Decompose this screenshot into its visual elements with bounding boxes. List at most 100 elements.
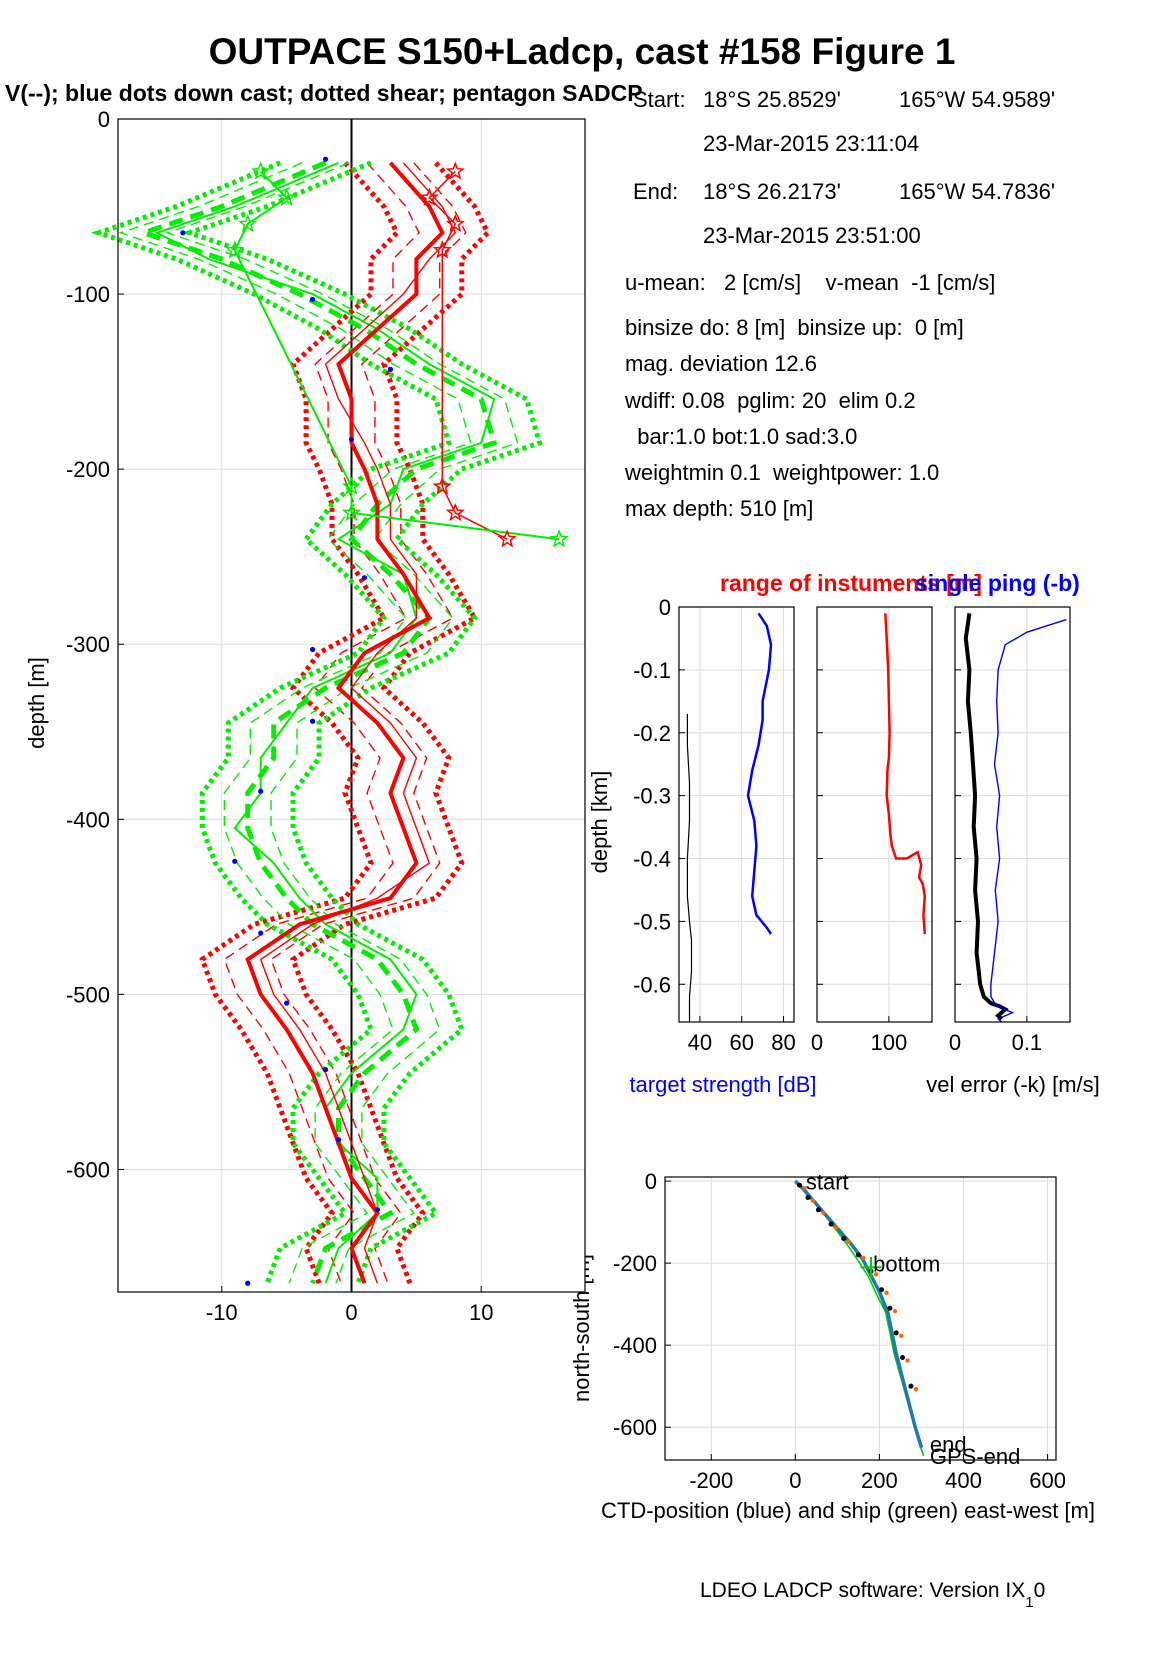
sadcp-u-marker bbox=[445, 161, 465, 180]
tick-label-y: 0 bbox=[98, 107, 110, 132]
sadcp-v-marker bbox=[225, 240, 245, 259]
tick-label-y: -0.3 bbox=[633, 784, 671, 809]
tick-label-y: -0.4 bbox=[633, 847, 671, 872]
tick-label-x: 60 bbox=[729, 1030, 753, 1055]
sadcp-u-marker bbox=[432, 240, 452, 259]
vel-error-axes: 0 0.1 bbox=[949, 606, 1071, 1055]
downcast-dot bbox=[387, 366, 394, 372]
downcast-dot bbox=[258, 930, 264, 936]
u-profile-line bbox=[245, 161, 445, 1284]
downcast-dot bbox=[232, 858, 238, 864]
sadcp-v-marker bbox=[341, 476, 362, 495]
u-downcast-line bbox=[259, 162, 457, 1284]
ts-xlabel: target strength [dB] bbox=[629, 1072, 816, 1097]
sadcp-u-marker bbox=[419, 187, 439, 206]
figure-subtitle: V(--); blue dots down cast; dotted shear… bbox=[5, 80, 643, 106]
target-strength-series-line bbox=[746, 612, 773, 935]
tick-label-x: 0 bbox=[811, 1030, 823, 1055]
vel-error-panel-title: single ping (-b) bbox=[915, 570, 1080, 596]
sadcp-v-marker bbox=[238, 213, 258, 233]
v-shear-envelope bbox=[181, 160, 543, 1285]
sadcp-v-marker bbox=[277, 187, 297, 206]
tick-label-x: 400 bbox=[945, 1468, 982, 1493]
position-annotation: start bbox=[806, 1169, 849, 1194]
tick-label-x: -10 bbox=[206, 1300, 238, 1325]
position-axes-frame bbox=[664, 1176, 1057, 1461]
track-marker bbox=[879, 1287, 885, 1293]
tick-label-x: -200 bbox=[689, 1468, 733, 1493]
tick-label-y: -0.1 bbox=[633, 658, 671, 683]
info-start-label: Start: bbox=[633, 87, 686, 112]
tick-label-x: 0 bbox=[345, 1300, 357, 1325]
range-axes-bg bbox=[817, 607, 932, 1022]
sadcp-u-marker bbox=[445, 213, 465, 233]
downcast-dot bbox=[180, 230, 186, 236]
tick-label-x: 600 bbox=[1029, 1468, 1066, 1493]
info-line: u-mean: 2 [cm/s] v-mean -1 [cm/s] bbox=[625, 270, 995, 295]
tick-label-x: 0 bbox=[949, 1030, 961, 1055]
tick-label-x: 10 bbox=[469, 1300, 493, 1325]
tick-label-y: -200 bbox=[66, 457, 110, 482]
downcast-dot bbox=[335, 1137, 342, 1143]
track-marker bbox=[892, 1309, 898, 1314]
tick-label-x: 40 bbox=[688, 1030, 712, 1055]
downcast-dot bbox=[348, 436, 355, 442]
sadcp-u-marker bbox=[497, 529, 517, 548]
position-annotation: GPS-end bbox=[930, 1444, 1021, 1469]
sadcp-u-marker bbox=[445, 502, 465, 522]
track-marker bbox=[908, 1383, 914, 1389]
info-line: max depth: 510 [m] bbox=[625, 496, 813, 521]
footer-text: LDEO LADCP software: Version IX10 bbox=[700, 1579, 1045, 1611]
u-dashed-line bbox=[223, 162, 420, 1284]
track-marker bbox=[802, 1186, 807, 1191]
velocity-axes-frame bbox=[117, 118, 586, 1293]
track-marker bbox=[833, 1224, 839, 1230]
track-marker bbox=[913, 1386, 919, 1392]
downcast-dot bbox=[322, 156, 329, 162]
tick-label-y: -600 bbox=[66, 1157, 110, 1182]
footer-end: 0 bbox=[1034, 1579, 1046, 1602]
tick-label-x: 0.1 bbox=[1012, 1030, 1043, 1055]
track-marker bbox=[828, 1221, 834, 1227]
tick-label-x: 100 bbox=[871, 1030, 908, 1055]
pos-xlabel: CTD-position (blue) and ship (green) eas… bbox=[601, 1498, 1095, 1523]
tick-label-y: -300 bbox=[66, 632, 110, 657]
range-axes: 0 100 bbox=[811, 606, 933, 1055]
position-annotation: bottom bbox=[873, 1251, 940, 1276]
sadcp-u-marker bbox=[432, 476, 452, 495]
position-annotation: end bbox=[930, 1432, 967, 1457]
tick-label-y: -400 bbox=[66, 807, 110, 832]
vel-xlabel: vel error (-k) [m/s] bbox=[926, 1072, 1100, 1097]
info-line: weightmin 0.1 weightpower: 1.0 bbox=[624, 460, 939, 485]
downcast-dot bbox=[322, 1067, 329, 1073]
figure-title: OUTPACE S150+Ladcp, cast #158 Figure 1 bbox=[209, 31, 956, 72]
track-marker bbox=[887, 1305, 893, 1311]
footer-sub: 1 bbox=[1025, 1594, 1033, 1611]
vel-error-axes-bg bbox=[955, 607, 1070, 1022]
info-start-lat: 18°S 25.8529' bbox=[703, 87, 841, 112]
v-dashed-line bbox=[118, 162, 472, 1284]
info-end-label: End: bbox=[633, 179, 678, 204]
track-marker bbox=[821, 1210, 826, 1216]
tick-label-y: -0.6 bbox=[633, 972, 671, 997]
position-axes-bg bbox=[665, 1177, 1056, 1460]
target-strength-series-line bbox=[686, 713, 693, 1022]
u-shear-envelope bbox=[199, 161, 400, 1285]
u-shear-envelope bbox=[290, 161, 491, 1285]
track-marker bbox=[899, 1333, 904, 1339]
track-marker bbox=[905, 1358, 910, 1363]
sadcp-v-line bbox=[233, 170, 560, 541]
info-block: Start: 18°S 25.8529' 165°W 54.9589' 23-M… bbox=[624, 87, 1055, 521]
target-strength-axes: 40 60 80 0 -0.1 -0.2 -0.3 -0.4 -0.5 -0.6 bbox=[633, 595, 796, 1055]
velocity-axes: -10 0 100-100-200-300-400-500-600 bbox=[66, 107, 586, 1325]
vel-error-series-line bbox=[990, 618, 1067, 1023]
downcast-dot bbox=[374, 1207, 381, 1213]
info-end-lon: 165°W 54.7836' bbox=[899, 179, 1055, 204]
track-marker bbox=[841, 1236, 847, 1242]
sadcp-u-line bbox=[428, 170, 508, 540]
track-marker bbox=[861, 1255, 866, 1261]
target-strength-axes-frame bbox=[678, 606, 795, 1023]
u-dashed-line bbox=[270, 162, 467, 1284]
info-line: bar:1.0 bot:1.0 sad:3.0 bbox=[625, 424, 857, 449]
